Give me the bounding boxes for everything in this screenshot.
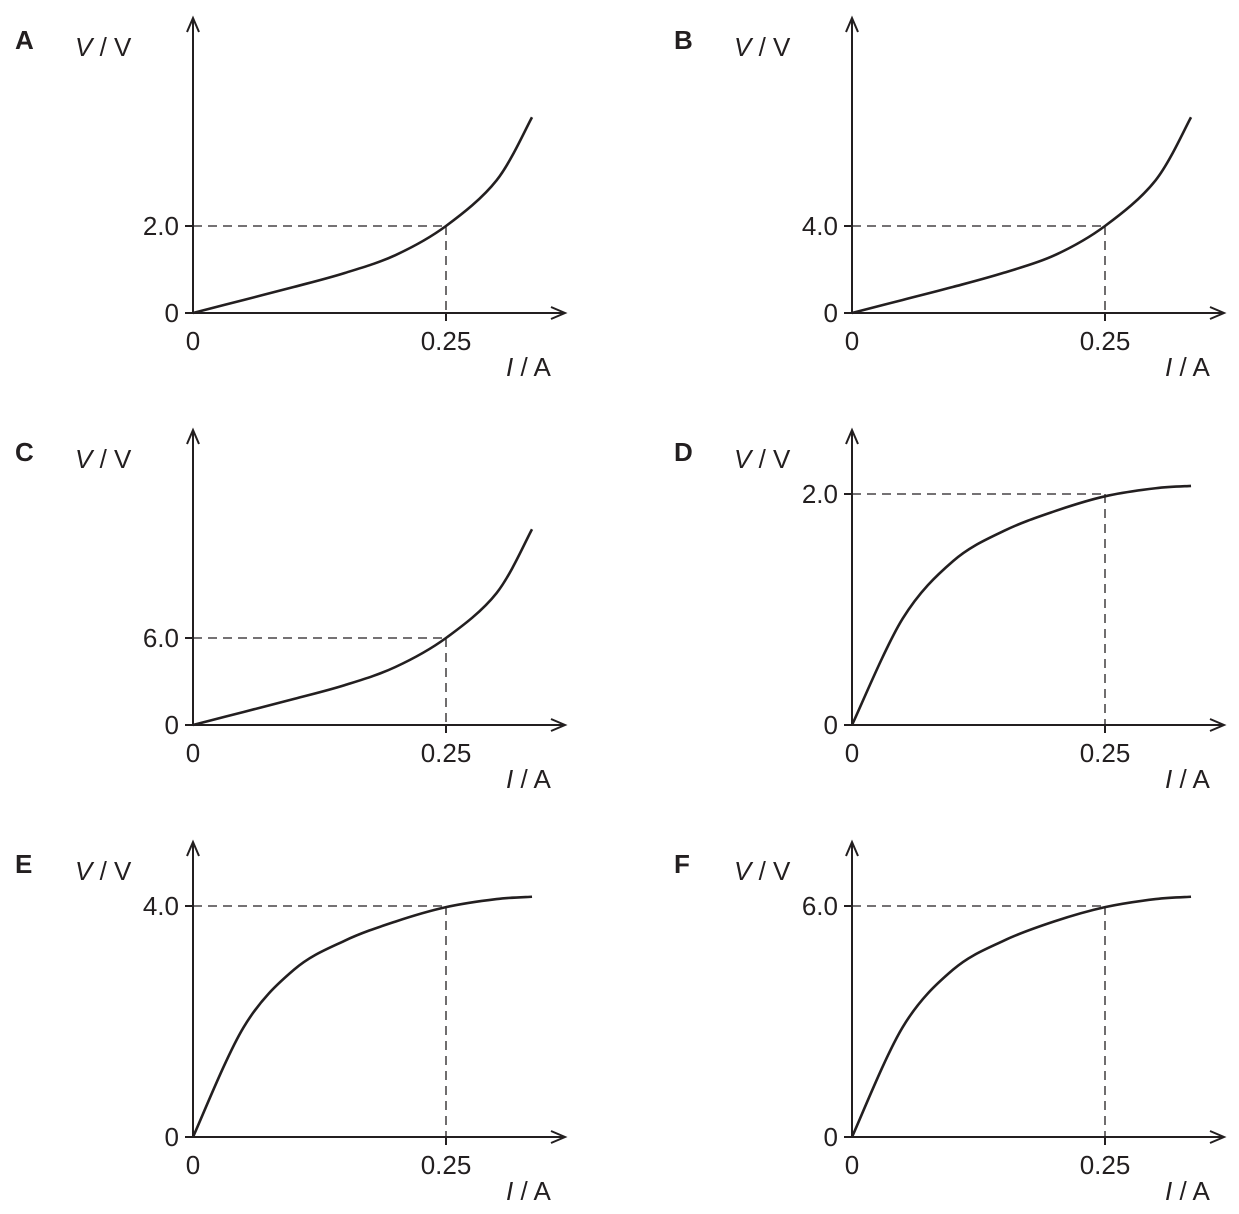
x-tick-label: 0.25 (1080, 1150, 1131, 1180)
x-tick-label: 0 (845, 738, 859, 768)
x-axis-symbol: I (506, 764, 513, 794)
y-axis-label: V / V (75, 856, 132, 886)
x-axis-arrow (550, 718, 568, 732)
y-tick-label: 0 (824, 298, 838, 328)
y-axis-unit: / V (751, 444, 791, 474)
panel-letter: B (674, 25, 693, 55)
panel-letter: C (15, 437, 34, 467)
y-axis-arrow (186, 839, 200, 857)
y-axis-symbol: V (734, 32, 754, 62)
y-axis-label: V / V (734, 32, 791, 62)
y-tick-label: 2.0 (143, 211, 179, 241)
x-axis-symbol: I (1165, 764, 1172, 794)
x-axis-unit: / A (513, 352, 551, 382)
y-axis-arrow (186, 427, 200, 445)
x-axis-unit: / A (513, 764, 551, 794)
x-tick-label: 0 (186, 1150, 200, 1180)
x-axis-arrow (1209, 718, 1227, 732)
y-tick-label: 0 (824, 710, 838, 740)
x-axis-label: I / A (1165, 1176, 1210, 1206)
iv-curve (851, 116, 1193, 315)
iv-curve (192, 528, 534, 727)
x-axis-arrow (550, 1130, 568, 1144)
y-tick-label: 6.0 (802, 891, 838, 921)
y-axis-symbol: V (75, 856, 95, 886)
y-axis-unit: / V (92, 856, 132, 886)
y-axis-unit: / V (751, 856, 791, 886)
y-axis-symbol: V (75, 444, 95, 474)
x-axis-label: I / A (506, 1176, 551, 1206)
panel-c: C V / V I / A 0 6.0 0 0.25 (15, 427, 568, 794)
y-axis-label: V / V (734, 444, 791, 474)
y-axis-arrow (845, 839, 859, 857)
x-axis-symbol: I (506, 352, 513, 382)
x-axis-unit: / A (513, 1176, 551, 1206)
x-axis-arrow (1209, 1130, 1227, 1144)
y-tick-label: 0 (165, 1122, 179, 1152)
y-axis-unit: / V (92, 444, 132, 474)
panel-letter: F (674, 849, 690, 879)
panel-a: A V / V I / A 0 2.0 0 0.25 (15, 15, 568, 382)
y-tick-label: 4.0 (802, 211, 838, 241)
y-tick-label: 0 (165, 710, 179, 740)
x-tick-label: 0 (845, 326, 859, 356)
x-axis-label: I / A (506, 764, 551, 794)
iv-curve (850, 895, 1192, 1138)
x-tick-label: 0.25 (1080, 326, 1131, 356)
x-axis-unit: / A (1172, 764, 1210, 794)
x-tick-label: 0.25 (421, 326, 472, 356)
panel-e: E V / V I / A 0 4.0 0 0.25 (15, 839, 568, 1206)
iv-curve (850, 484, 1192, 726)
panel-b: B V / V I / A 0 4.0 0 0.25 (674, 15, 1227, 382)
panel-d: D V / V I / A 0 2.0 0 0.25 (674, 427, 1227, 794)
panel-letter: E (15, 849, 32, 879)
x-axis-symbol: I (1165, 1176, 1172, 1206)
panel-letter: A (15, 25, 34, 55)
y-axis-arrow (845, 427, 859, 445)
y-axis-label: V / V (75, 32, 132, 62)
x-axis-label: I / A (1165, 764, 1210, 794)
x-tick-label: 0.25 (1080, 738, 1131, 768)
y-axis-symbol: V (75, 32, 95, 62)
x-axis-symbol: I (1165, 352, 1172, 382)
x-tick-label: 0 (845, 1150, 859, 1180)
x-axis-arrow (1209, 306, 1227, 320)
y-axis-label: V / V (734, 856, 791, 886)
x-tick-label: 0.25 (421, 1150, 472, 1180)
x-tick-label: 0.25 (421, 738, 472, 768)
y-axis-symbol: V (734, 444, 754, 474)
x-tick-label: 0 (186, 738, 200, 768)
y-axis-arrow (845, 15, 859, 33)
y-axis-arrow (186, 15, 200, 33)
panel-f: F V / V I / A 0 6.0 0 0.25 (674, 839, 1227, 1206)
x-axis-label: I / A (1165, 352, 1210, 382)
iv-curve (192, 116, 534, 315)
y-axis-unit: / V (751, 32, 791, 62)
y-tick-label: 0 (165, 298, 179, 328)
x-axis-unit: / A (1172, 352, 1210, 382)
iv-curve (191, 895, 533, 1138)
x-tick-label: 0 (186, 326, 200, 356)
y-axis-symbol: V (734, 856, 754, 886)
x-axis-symbol: I (506, 1176, 513, 1206)
x-axis-arrow (550, 306, 568, 320)
y-tick-label: 6.0 (143, 623, 179, 653)
x-axis-label: I / A (506, 352, 551, 382)
x-axis-unit: / A (1172, 1176, 1210, 1206)
panel-letter: D (674, 437, 693, 467)
y-axis-label: V / V (75, 444, 132, 474)
y-tick-label: 0 (824, 1122, 838, 1152)
y-tick-label: 2.0 (802, 479, 838, 509)
y-tick-label: 4.0 (143, 891, 179, 921)
y-axis-unit: / V (92, 32, 132, 62)
